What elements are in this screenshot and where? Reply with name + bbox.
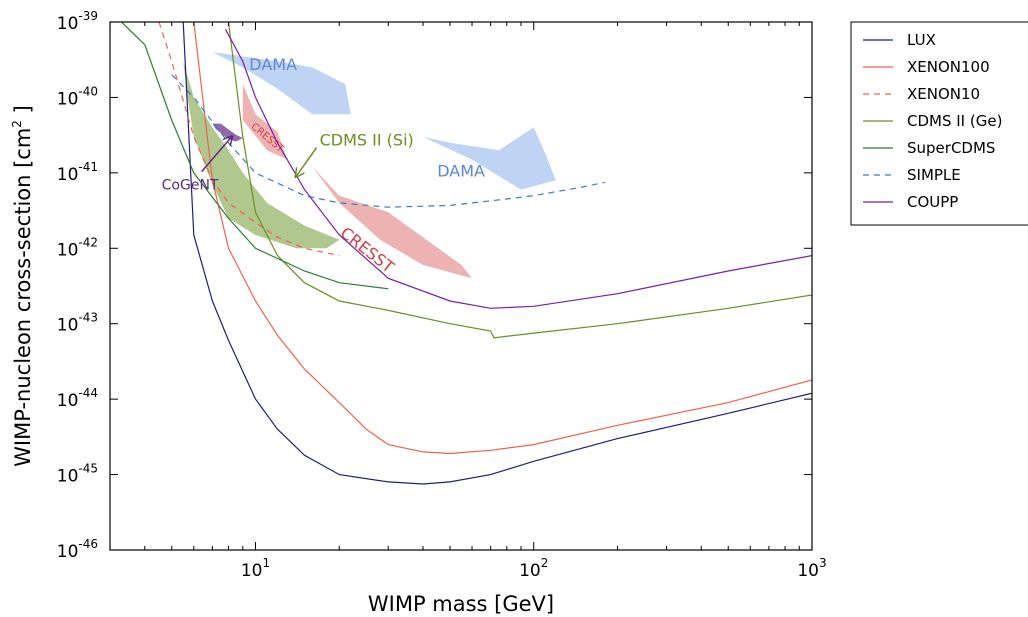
y-tick-label: 10-43 <box>57 311 98 336</box>
region-region-4 <box>183 61 340 249</box>
cdms-ii-si-arrow <box>296 147 318 177</box>
y-axis-label-end: ] <box>11 105 35 120</box>
plot-frame <box>109 21 813 551</box>
dama-region-0 <box>212 52 351 115</box>
lux-curve <box>182 22 812 485</box>
legend: LUX XENON100 XENON10 CDMS II (Ge) SuperCDMS S… <box>850 21 1028 226</box>
xenon10-curve <box>158 22 340 257</box>
y-axis-label: WIMP-nucleon cross-section [cm2 ] <box>10 105 35 467</box>
dama-label-0: DAMA <box>249 55 297 74</box>
xenon10-legend-label: XENON10 <box>907 85 980 103</box>
x-axis-label: WIMP mass [GeV] <box>368 592 554 616</box>
x-tick-label: 102 <box>519 556 548 581</box>
supercdms-legend-label: SuperCDMS <box>907 139 995 157</box>
cdms-ii-si-annotation: CDMS II (Si) <box>320 131 414 150</box>
dama-label-1: DAMA <box>437 161 485 180</box>
xenon100-curve <box>193 22 812 455</box>
cdms-ii-ge-curve <box>227 22 812 339</box>
annotations: CDMS II (Si) CoGeNT <box>162 131 414 194</box>
region-region-5 <box>212 123 243 142</box>
axis-ticks: 101 102 103 10-39 10-40 10-41 10-42 10-43 10-44 1… <box>57 9 827 581</box>
y-axis-label-superscript: 2 <box>10 120 24 128</box>
coupp-legend-label: COUPP <box>907 193 958 211</box>
simple-legend-label: SIMPLE <box>907 166 961 184</box>
x-tick-label: 103 <box>797 556 826 581</box>
cogent-annotation: CoGeNT <box>162 178 219 194</box>
dama-region-1 <box>388 127 556 190</box>
exclusion-curves <box>121 22 812 485</box>
y-tick-label: 10-42 <box>57 235 98 260</box>
supercdms-curve <box>121 22 389 290</box>
legend-box <box>850 21 1028 226</box>
y-tick-label: 10-39 <box>57 9 98 34</box>
y-tick-label: 10-45 <box>57 462 98 487</box>
y-axis-label-main: WIMP-nucleon cross-section [cm <box>11 128 35 467</box>
lux-legend-label: LUX <box>907 31 936 49</box>
cresst-region-3 <box>312 166 472 279</box>
y-tick-label: 10-40 <box>57 84 98 109</box>
xenon100-legend-label: XENON100 <box>907 58 990 76</box>
coupp-curve <box>224 29 812 309</box>
cdms-ii-ge-legend-label: CDMS II (Ge) <box>907 112 1002 130</box>
y-tick-label: 10-44 <box>57 386 98 411</box>
cogent-arrow <box>201 137 232 173</box>
x-tick-label: 101 <box>241 556 270 581</box>
y-tick-label: 10-41 <box>57 160 98 185</box>
y-tick-label: 10-46 <box>57 537 98 562</box>
